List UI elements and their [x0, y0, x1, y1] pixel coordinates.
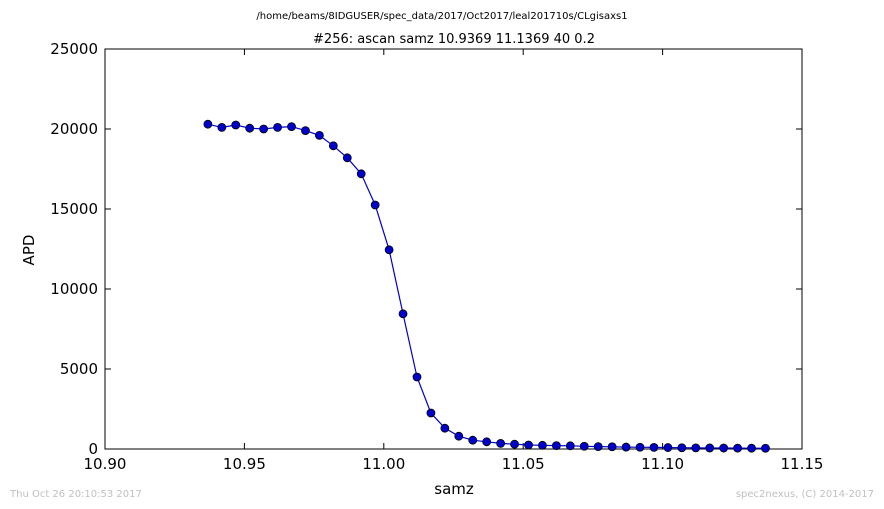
data-point [370, 200, 380, 210]
data-point [663, 443, 673, 452]
data-point [733, 443, 742, 453]
series-layer [203, 119, 770, 453]
data-point [231, 120, 241, 130]
data-point [398, 309, 408, 319]
data-point [524, 440, 533, 450]
data-point [426, 408, 436, 418]
y-tick-label: 0 [88, 440, 98, 458]
chart-suptitle: /home/beams/8IDGUSER/spec_data/2017/Oct2… [256, 11, 627, 22]
y-tick-label: 20000 [50, 120, 98, 138]
data-point [677, 443, 687, 453]
data-point [482, 437, 492, 447]
data-point [314, 130, 324, 140]
data-point [579, 441, 589, 451]
data-point [705, 443, 715, 453]
data-point [538, 440, 547, 450]
x-tick-label: 11.05 [502, 455, 545, 473]
series-line [207, 123, 766, 449]
data-point [273, 123, 282, 132]
data-point [691, 443, 701, 453]
data-point [565, 441, 575, 451]
x-tick-label: 11.00 [362, 455, 405, 473]
data-point [440, 423, 450, 433]
data-point [342, 153, 352, 163]
data-point [356, 169, 366, 179]
data-point [468, 435, 478, 445]
x-tick-label: 10.95 [223, 455, 266, 473]
data-point [551, 441, 561, 451]
data-point [607, 442, 617, 452]
data-point [259, 124, 269, 134]
x-axis-label: samz [434, 480, 474, 498]
data-point [245, 123, 255, 133]
data-point [649, 442, 659, 452]
footer-credit: spec2nexus, (C) 2014-2017 [735, 489, 874, 500]
plot-frame [104, 48, 803, 450]
y-axis: 0 5000 10000 15000 20000 25000 [50, 40, 802, 458]
y-tick-label: 10000 [50, 280, 98, 298]
x-axis: 10.90 10.95 11.00 11.05 11.10 11.15 [84, 49, 824, 473]
data-point [761, 443, 770, 453]
data-point [719, 443, 729, 453]
data-point [510, 439, 519, 449]
y-tick-label: 25000 [50, 40, 98, 58]
chart-title: #256: ascan samz 10.9369 11.1369 40 0.2 [313, 32, 595, 47]
x-tick-label: 11.10 [641, 455, 684, 473]
y-tick-label: 15000 [50, 200, 98, 218]
data-point [203, 119, 213, 129]
data-point [747, 443, 756, 453]
data-point [621, 442, 631, 452]
y-tick-label: 5000 [60, 360, 98, 378]
plot-area [104, 48, 803, 450]
x-tick-label: 11.15 [781, 455, 824, 473]
data-point [217, 123, 227, 132]
data-point [412, 372, 422, 382]
data-point [593, 442, 603, 452]
x-tick-label: 10.90 [84, 455, 127, 473]
data-point [496, 438, 506, 448]
data-point [635, 442, 645, 452]
data-point [301, 126, 310, 136]
data-point [384, 245, 394, 255]
data-point [454, 431, 464, 441]
y-axis-label: APD [20, 235, 38, 266]
footer-timestamp: Thu Oct 26 20:10:53 2017 [10, 489, 142, 500]
data-point [287, 122, 296, 131]
data-point [328, 141, 338, 151]
